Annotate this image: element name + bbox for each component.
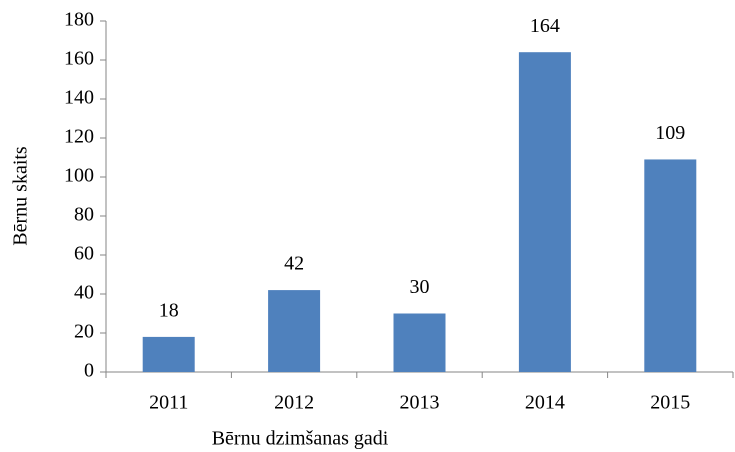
bar (268, 290, 321, 372)
x-tick-label: 2012 (274, 392, 314, 414)
data-label: 164 (530, 15, 560, 37)
x-tick-label: 2013 (400, 392, 440, 414)
bar (644, 159, 697, 372)
y-tick-label: 100 (64, 165, 94, 187)
y-tick-label: 60 (74, 243, 94, 265)
y-tick-label: 180 (64, 9, 94, 31)
bar (142, 336, 195, 372)
x-tick-label: 2011 (149, 392, 188, 414)
x-tick-label: 2014 (525, 392, 565, 414)
bar (393, 313, 446, 372)
x-tick-label: 2015 (650, 392, 690, 414)
y-tick-label: 0 (84, 360, 94, 382)
data-label: 18 (159, 299, 179, 321)
y-tick-label: 120 (64, 126, 94, 148)
y-tick-label: 80 (74, 204, 94, 226)
bar (518, 52, 571, 372)
y-tick-label: 140 (64, 87, 94, 109)
x-axis-label: Bērnu dzimšanas gadi (212, 428, 389, 450)
y-axis-label: Bērnu skaits (10, 146, 32, 246)
data-label: 42 (284, 253, 304, 275)
data-label: 30 (410, 276, 430, 298)
data-label: 109 (655, 122, 685, 144)
y-tick-label: 160 (64, 48, 94, 70)
y-tick-label: 40 (74, 282, 94, 304)
y-tick-label: 20 (74, 321, 94, 343)
